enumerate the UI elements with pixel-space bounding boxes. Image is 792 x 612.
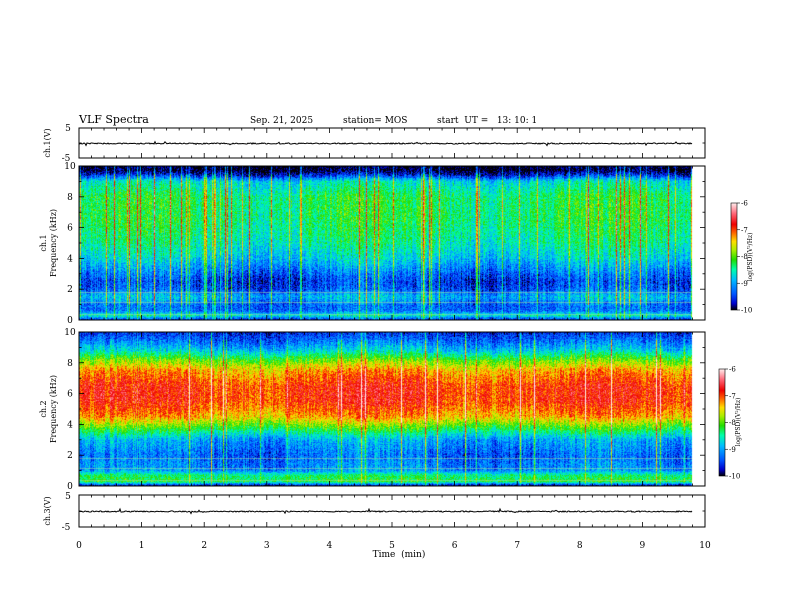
ch3-waveform-panel: 5 -5 ch.3(V) [43,492,706,533]
ch2-spectrogram-image [79,332,705,486]
ch2-ytick-8: 8 [67,359,73,369]
x-tick-label-2: 2 [201,541,207,551]
ch1-spectrogram-ticks [78,165,706,321]
ch1-cb-label--7: -7 [741,226,748,234]
ch1-waveform-trace [78,140,693,147]
x-tick-label-4: 4 [327,541,333,551]
ch1-waveform-ylabel: ch.1(V) [43,128,52,157]
ch2-ylabel-frequency: Frequency (kHz) [49,375,58,443]
station-label: station= MOS [343,116,407,126]
ch1-ytick-6: 6 [67,224,73,234]
x-tick-label-10: 10 [699,541,711,551]
ch3-waveform-ticks [78,494,706,528]
ch1-colorbar: -6 -7 -8 -9 -10 log(PSD)(V²/Hz) [730,200,754,315]
ch2-ytick-10: 10 [64,328,76,338]
ch2-cb-label--8: -8 [729,419,736,427]
ch1-colorbar-ticks: -6 -7 -8 -9 -10 [737,200,752,315]
ch1-spectrogram-panel: 0 2 4 6 8 10 ch.1 Frequency (kHz) -6 -7 -8 -9 -10… [39,162,754,326]
ch1-frequency-tick-labels: 0 2 4 6 8 10 [64,162,76,326]
ch2-ytick-6: 6 [67,390,73,400]
waveform-line [78,140,693,147]
ch2-cb-label--10: -10 [729,473,740,481]
ch2-spectrogram-ylabel: ch.2 Frequency (kHz) [39,375,58,443]
x-axis-tick-labels: 0 1 2 3 4 5 6 7 8 9 10 [76,541,711,551]
ch3-ytick-bottom: -5 [62,523,71,533]
start-time-label: start UT = 13: 10: 1 [437,116,537,126]
x-tick-label-7: 7 [514,541,520,551]
ch3-waveform-ylabel: ch.3(V) [43,496,52,525]
ch2-cb-label--7: -7 [729,392,736,400]
ch2-cb-label--6: -6 [729,366,736,374]
ch1-waveform-ticks [78,127,706,159]
x-tick-label-1: 1 [139,541,145,551]
ch2-ytick-2: 2 [67,451,73,461]
ch3-waveform-trace [78,507,693,515]
ch1-ytick-4: 4 [67,254,73,264]
ch1-ytick-bottom: -5 [62,154,71,164]
ch2-colorbar-label: log(PSD)(V²/Hz) [735,398,742,447]
spectrogram-raster [79,332,705,486]
ch2-colorbar-ticks: -6 -7 -8 -9 -10 [725,366,740,481]
date-label: Sep. 21, 2025 [250,116,313,126]
ch1-waveform-panel: 5 -5 ch.1(V) [43,124,706,164]
ch1-colorbar-label: log(PSD)(V²/Hz) [747,233,754,282]
ch1-ylabel-channel: ch.1 [39,234,48,251]
ch2-ytick-4: 4 [67,420,73,430]
ch1-ytick-8: 8 [67,193,73,203]
ch2-spectrogram-panel: 0 2 4 6 8 10 ch.2 Frequency (kHz) -6 -7 -8 -9 -10… [39,328,742,492]
ch1-spectrogram-image [79,166,705,320]
ch2-ytick-0: 0 [67,482,73,492]
x-tick-label-5: 5 [389,541,395,551]
ch2-spectrogram-ticks [78,331,706,487]
ch1-ylabel-frequency: Frequency (kHz) [49,209,58,277]
ch1-ytick-top: 5 [65,124,71,134]
ch2-frequency-tick-labels: 0 2 4 6 8 10 [64,328,76,492]
ch3-ytick-top: 5 [65,492,71,502]
x-axis-label: Time (min) [373,549,426,560]
ch1-colorbar-gradient [730,202,738,311]
ch2-ylabel-channel: ch.2 [39,400,48,417]
ch1-cb-label--10: -10 [741,307,752,315]
ch2-cb-label--9: -9 [729,446,736,454]
waveform-line [78,507,693,515]
x-tick-label-3: 3 [264,541,270,551]
ch2-colorbar: -6 -7 -8 -9 -10 log(PSD)(V²/Hz) [718,366,742,481]
x-tick-label-8: 8 [577,541,583,551]
ch1-cb-label--8: -8 [741,253,748,261]
ch1-cb-label--9: -9 [741,280,748,288]
figure-title: VLF Spectra [78,113,149,126]
x-tick-label-0: 0 [76,541,82,551]
ch1-cb-label--6: -6 [741,200,748,208]
ch1-ytick-10: 10 [64,162,76,172]
ch1-spectrogram-ylabel: ch.1 Frequency (kHz) [39,209,58,277]
x-tick-label-9: 9 [640,541,646,551]
ch1-ytick-0: 0 [67,316,73,326]
ch2-colorbar-gradient [718,368,726,477]
spectrogram-raster [79,166,705,320]
ch1-ytick-2: 2 [67,285,73,295]
x-tick-label-6: 6 [452,541,458,551]
